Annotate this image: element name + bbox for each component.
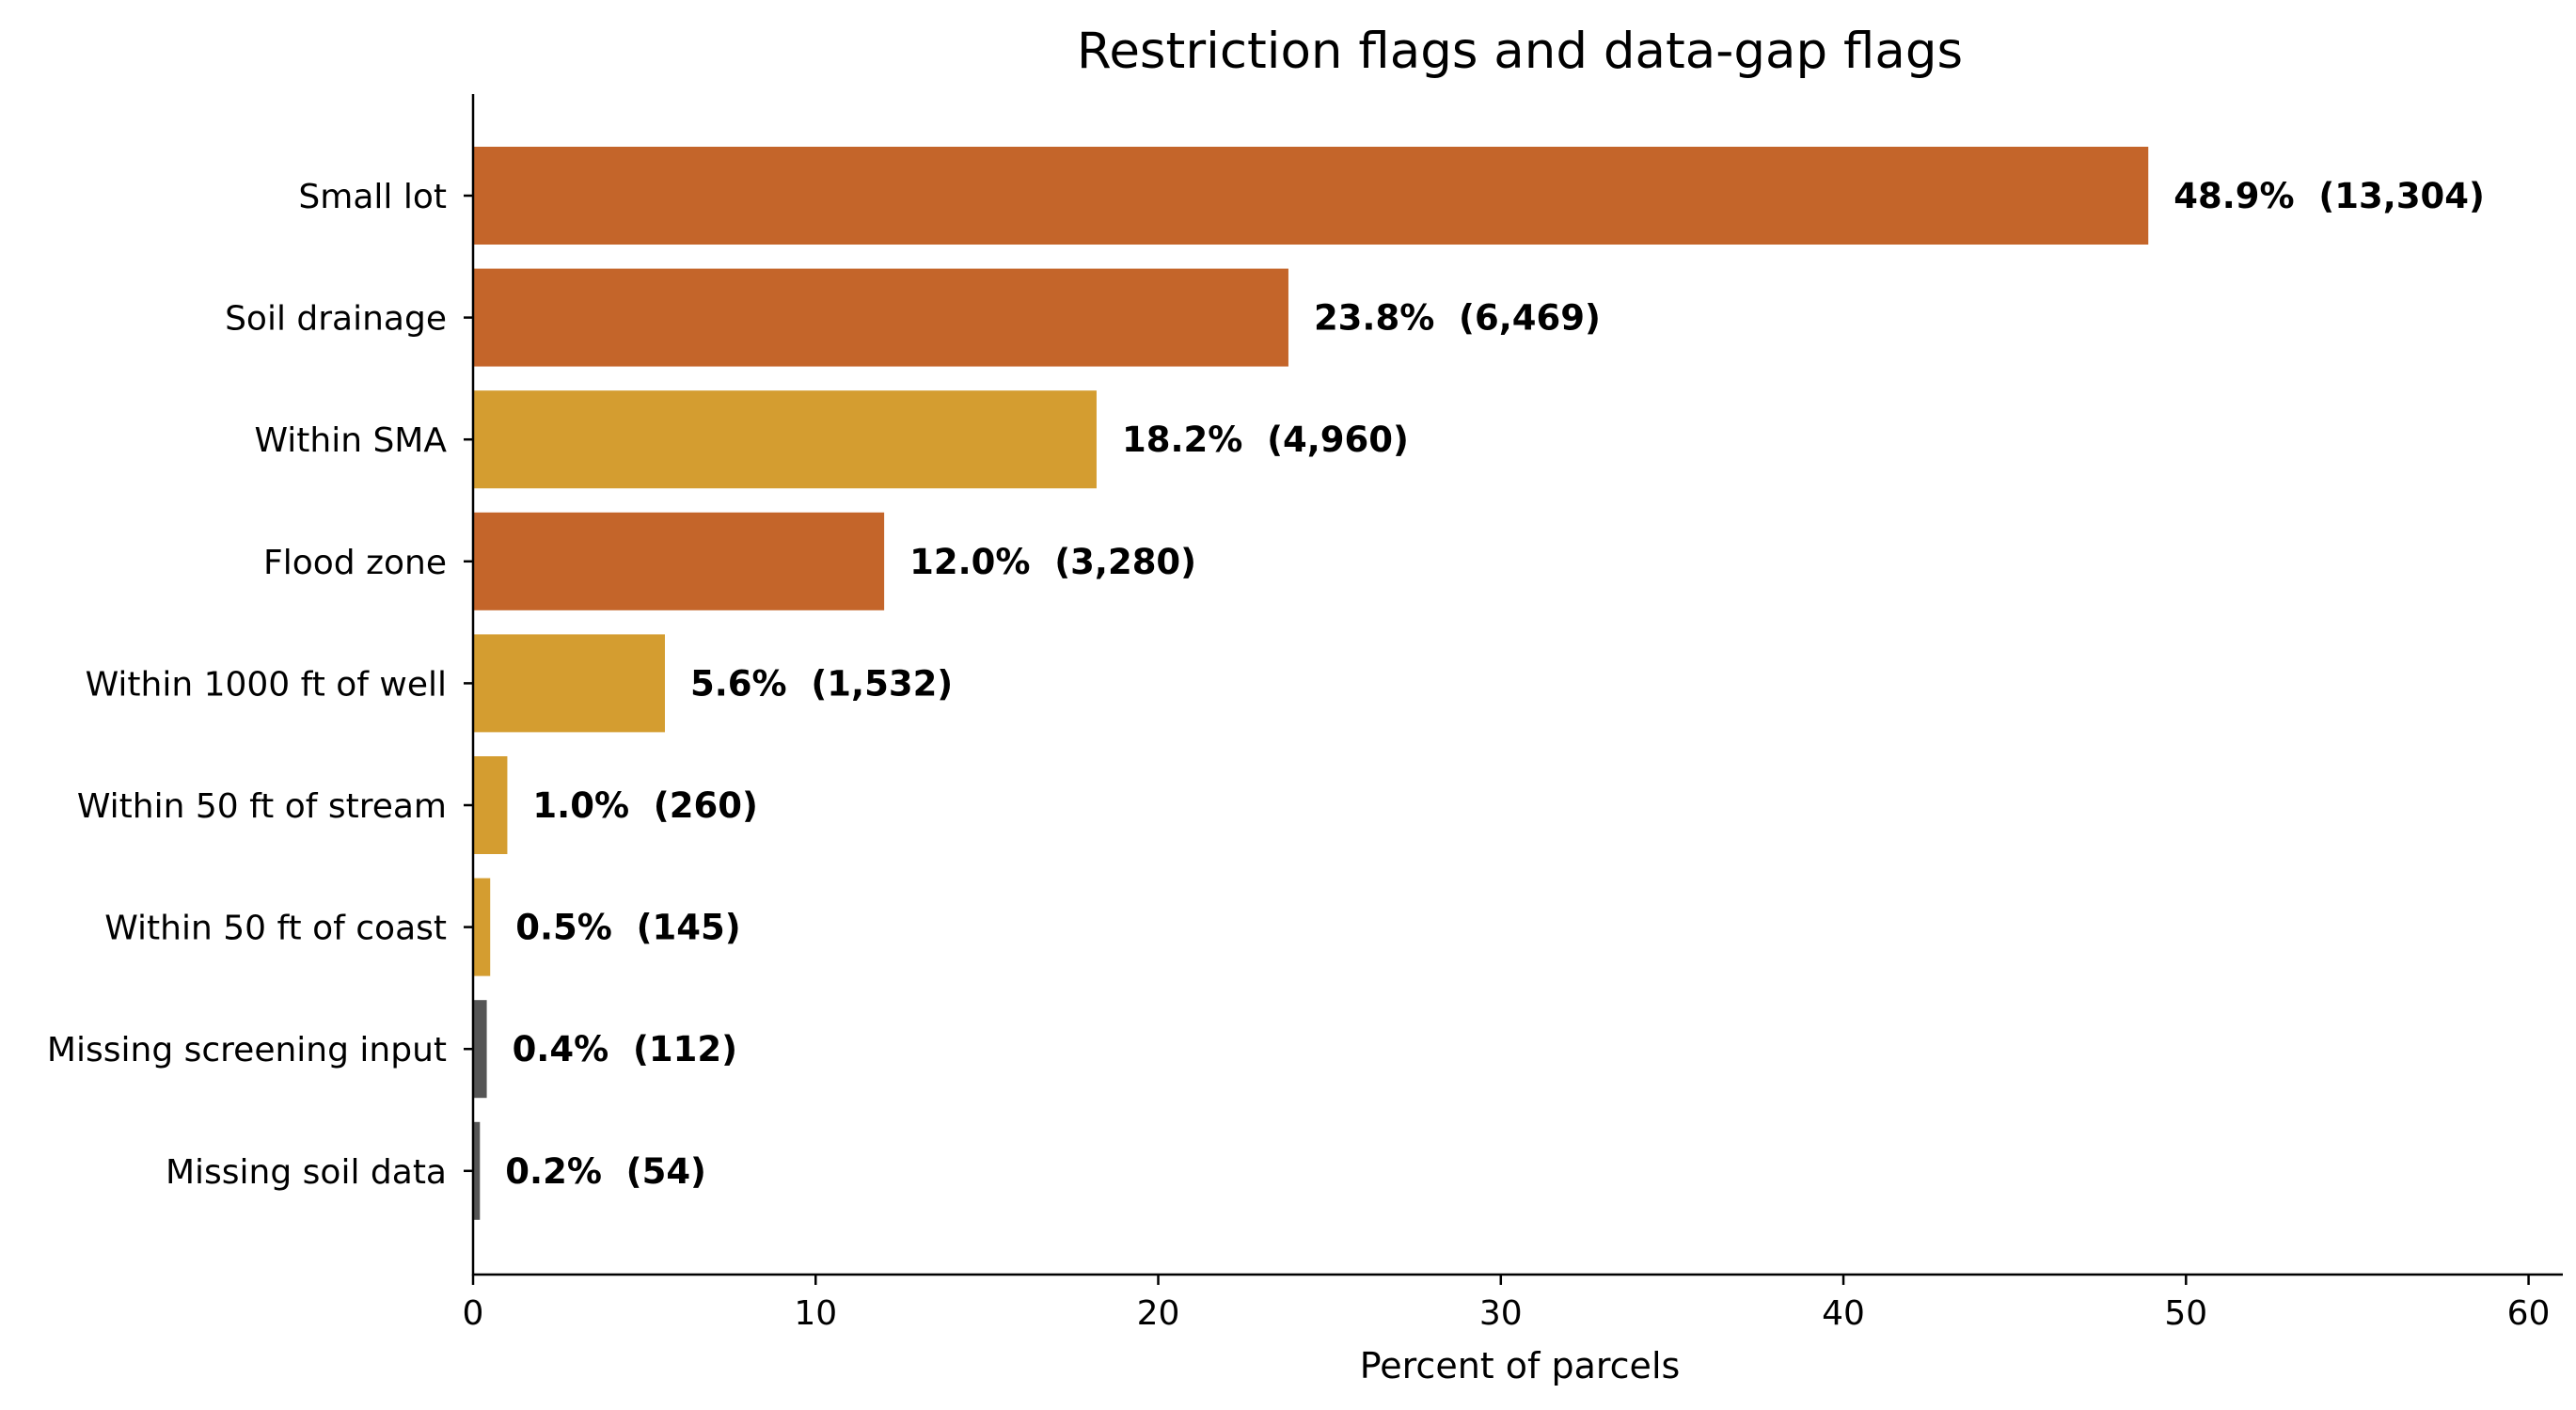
data-label: 48.9% (13,304) (2173, 176, 2485, 216)
x-tick-label: 60 (2507, 1294, 2551, 1333)
bar-0 (473, 147, 2149, 245)
bar-3 (473, 512, 885, 610)
x-tick-label: 20 (1137, 1294, 1180, 1333)
x-tick-label: 40 (1822, 1294, 1865, 1333)
x-tick-label: 10 (794, 1294, 837, 1333)
data-label: 18.2% (4,960) (1122, 420, 1409, 460)
category-label: Within SMA (254, 421, 447, 460)
x-tick-label: 50 (2164, 1294, 2207, 1333)
bar-8 (473, 1121, 481, 1220)
bar-1 (473, 268, 1288, 367)
bar-2 (473, 390, 1097, 489)
data-label: 0.2% (54) (505, 1151, 706, 1192)
category-label: Within 50 ft of stream (77, 787, 447, 826)
data-label: 12.0% (3,280) (909, 542, 1196, 582)
category-label: Small lot (298, 178, 447, 216)
data-label: 0.4% (112) (513, 1029, 737, 1069)
category-label: Missing soil data (166, 1153, 447, 1192)
data-label: 23.8% (6,469) (1314, 298, 1601, 339)
category-label: Flood zone (263, 544, 447, 582)
bar-4 (473, 634, 665, 733)
bar-7 (473, 1000, 487, 1099)
category-label: Missing screening input (47, 1031, 447, 1069)
category-labels-group: Small lot Soil drainage Within SMA Flood zo… (47, 178, 473, 1192)
x-tick-label: 30 (1479, 1294, 1523, 1333)
x-tick-label: 0 (463, 1294, 484, 1333)
bars-group (473, 147, 2149, 1220)
data-label: 1.0% (260) (532, 785, 757, 826)
x-axis-ticks-group: 0 10 20 30 40 50 60 (463, 1275, 2551, 1333)
category-label: Soil drainage (225, 300, 447, 339)
category-label: Within 50 ft of coast (104, 910, 447, 948)
data-labels-group: 48.9% (13,304) 23.8% (6,469) 18.2% (4,960)… (505, 176, 2485, 1192)
data-label: 5.6% (1,532) (690, 663, 953, 704)
category-label: Within 1000 ft of well (86, 665, 447, 704)
data-label: 0.5% (145) (515, 908, 740, 948)
bar-6 (473, 878, 491, 976)
x-axis-label: Percent of parcels (1360, 1345, 1681, 1386)
chart-title: Restriction flags and data-gap flags (1077, 23, 1963, 80)
bar-5 (473, 756, 508, 854)
